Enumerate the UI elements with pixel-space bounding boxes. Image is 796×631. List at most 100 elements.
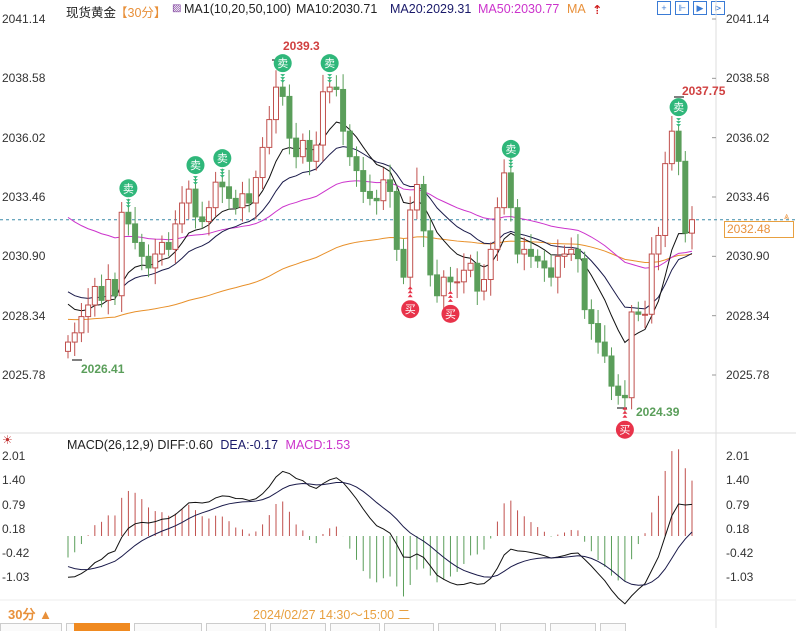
ma20-value: MA20:2029.31 (390, 2, 472, 16)
buy-arrow-icon (447, 294, 453, 298)
bottom-tab[interactable] (330, 623, 380, 631)
candle-body (71, 332, 78, 343)
bottom-tab[interactable] (384, 623, 434, 631)
candle-body (501, 172, 508, 209)
sell-arrow-icon (192, 179, 198, 182)
arrow-up-icon[interactable]: ⇡ (592, 3, 603, 17)
candle-body (205, 207, 212, 223)
period-selector[interactable]: 30分 ▲ (8, 607, 52, 622)
candle-body (682, 160, 689, 234)
chart-header: 现货黄金 【30分】 ▨ MA1(10,20,50,100) MA10:2030… (0, 0, 796, 20)
high-price-label: 2039.3 (283, 39, 320, 53)
play-icon[interactable]: ▶ (693, 1, 707, 15)
buy-signal-icon (401, 300, 420, 319)
bottom-tab[interactable] (134, 623, 202, 631)
sell-arrow-icon (327, 74, 333, 77)
sell-arrow-icon (508, 165, 514, 169)
crosshair-icon[interactable]: + (657, 1, 671, 15)
chart-zoom-icon[interactable]: ⊩ (675, 1, 689, 15)
macd-settings-icon[interactable]: ☀ (2, 433, 13, 447)
macd-diff: DIFF:0.60 (157, 438, 213, 452)
candle-body (407, 209, 414, 278)
sell-arrow-icon (219, 175, 225, 178)
next-icon[interactable]: ⊳ (711, 1, 725, 15)
sell-arrow-icon (125, 202, 131, 205)
bottom-tab[interactable] (206, 623, 266, 631)
candle-body (588, 309, 595, 325)
candle-body (286, 95, 293, 139)
sell-arrow-icon (280, 74, 286, 77)
sell-arrow-icon (219, 172, 225, 175)
candle-body (246, 193, 253, 204)
candle-body (541, 260, 548, 269)
candle-body (299, 139, 306, 158)
candle-body (373, 197, 380, 202)
candle-body (440, 276, 447, 297)
candle-body (554, 255, 561, 278)
candle-body (132, 223, 139, 243)
candle-body (521, 248, 528, 255)
buy-signal-label: 买 (445, 308, 456, 321)
price-tick-left: 2030.90 (2, 249, 46, 264)
candle-body (353, 156, 360, 172)
candle-body (434, 274, 441, 297)
sell-arrow-icon (125, 205, 131, 208)
sell-arrow-icon (508, 159, 514, 163)
candle-body (507, 172, 514, 209)
bottom-tab[interactable] (600, 623, 626, 631)
candle-body (460, 269, 467, 283)
candle-body (568, 248, 575, 255)
price-tick-left: 2041.14 (2, 12, 46, 26)
sell-arrow-icon (508, 162, 514, 166)
price-tick-left: 2038.58 (2, 71, 46, 86)
candle-body (494, 207, 501, 250)
candle-body (662, 163, 669, 236)
price-tick-left: 2033.46 (2, 190, 46, 204)
candle-body (199, 216, 206, 223)
candle-body (454, 281, 461, 284)
macd-tick-left: 0.79 (2, 497, 26, 512)
candle-body (185, 188, 192, 204)
sell-arrow-icon (192, 176, 198, 179)
ma100-line (67, 236, 693, 321)
bottom-bar: 30分 ▲ 2024/02/27 14:30～15:00 二 (0, 601, 796, 631)
candle-body (380, 179, 387, 202)
macd-tick-right: 2.01 (726, 449, 750, 463)
candle-body (212, 181, 219, 209)
candle-body (675, 130, 682, 162)
ma-settings-icon[interactable]: ▨ (172, 3, 182, 14)
candle-body (427, 230, 434, 276)
price-tick-left: 2028.34 (2, 308, 46, 323)
candle-body (91, 285, 98, 306)
candle-body (420, 183, 427, 232)
candle-body (514, 207, 521, 255)
price-tick-right: 2038.58 (726, 71, 770, 86)
sell-arrow-icon (676, 121, 682, 124)
sell-arrow-icon (676, 124, 682, 127)
candle-body (111, 279, 118, 297)
buy-arrow-icon (407, 286, 413, 290)
candle-body (548, 267, 555, 278)
bottom-tab[interactable] (550, 623, 596, 631)
candle-body (138, 241, 145, 257)
sell-signal-icon (669, 98, 688, 117)
bottom-tab-active[interactable] (74, 623, 130, 631)
macd-tick-left: 1.40 (2, 473, 26, 488)
candle-body (172, 223, 179, 250)
sell-signal-label: 卖 (324, 57, 335, 70)
candle-body (635, 311, 642, 315)
bottom-tab[interactable] (438, 623, 496, 631)
sell-arrow-icon (676, 118, 682, 121)
bottom-tab[interactable] (500, 623, 546, 631)
macd-params: MACD(26,12,9) (67, 438, 154, 452)
ma50-line (67, 180, 693, 269)
candle-body (400, 248, 407, 278)
bottom-tab[interactable] (270, 623, 326, 631)
candle-body (340, 88, 347, 132)
period-label[interactable]: 【30分】 (115, 6, 167, 20)
sell-signal-label: 卖 (673, 101, 684, 114)
price-tick-right: 2025.78 (726, 368, 770, 382)
bottom-tab[interactable] (0, 623, 62, 631)
sell-arrow-icon (280, 77, 286, 80)
